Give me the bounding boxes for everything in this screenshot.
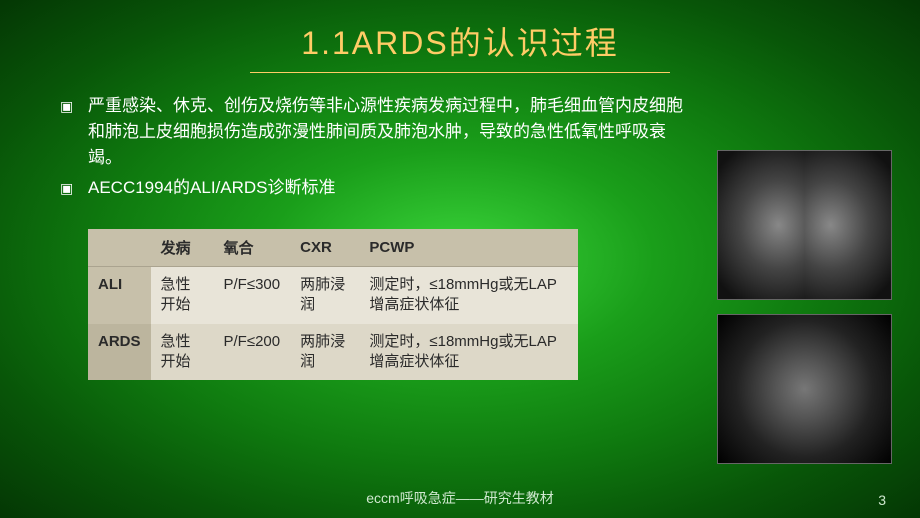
image-column <box>717 150 892 478</box>
bullet-marker-icon: ▣ <box>60 93 88 119</box>
criteria-table-wrap: 发病 氧合 CXR PCWP ALI 急性开始 P/F≤300 两肺浸润 测定时… <box>88 229 578 380</box>
table-cell: ARDS <box>88 324 151 381</box>
table-header-cell <box>88 229 151 267</box>
table-cell: 测定时，≤18mmHg或无LAP增高症状体征 <box>359 324 578 381</box>
chest-ct-image <box>717 314 892 464</box>
table-header-cell: CXR <box>290 229 359 267</box>
table-cell: P/F≤200 <box>214 324 291 381</box>
footer-text: eccm呼吸急症——研究生教材 <box>0 488 920 508</box>
table-row: ALI 急性开始 P/F≤300 两肺浸润 测定时，≤18mmHg或无LAP增高… <box>88 267 578 324</box>
table-cell: 急性开始 <box>151 324 214 381</box>
bullet-marker-icon: ▣ <box>60 175 88 201</box>
table-cell: 两肺浸润 <box>290 267 359 324</box>
table-header-row: 发病 氧合 CXR PCWP <box>88 229 578 267</box>
table-header-cell: PCWP <box>359 229 578 267</box>
page-number: 3 <box>878 492 886 508</box>
table-cell: 测定时，≤18mmHg或无LAP增高症状体征 <box>359 267 578 324</box>
criteria-table: 发病 氧合 CXR PCWP ALI 急性开始 P/F≤300 两肺浸润 测定时… <box>88 229 578 380</box>
table-cell: ALI <box>88 267 151 324</box>
table-header-cell: 氧合 <box>214 229 291 267</box>
chest-xray-image <box>717 150 892 300</box>
table-row: ARDS 急性开始 P/F≤200 两肺浸润 测定时，≤18mmHg或无LAP增… <box>88 324 578 381</box>
slide-title: 1.1ARDS的认识过程 <box>0 0 920 64</box>
table-cell: 两肺浸润 <box>290 324 359 381</box>
table-cell: P/F≤300 <box>214 267 291 324</box>
table-header-cell: 发病 <box>151 229 214 267</box>
table-cell: 急性开始 <box>151 267 214 324</box>
